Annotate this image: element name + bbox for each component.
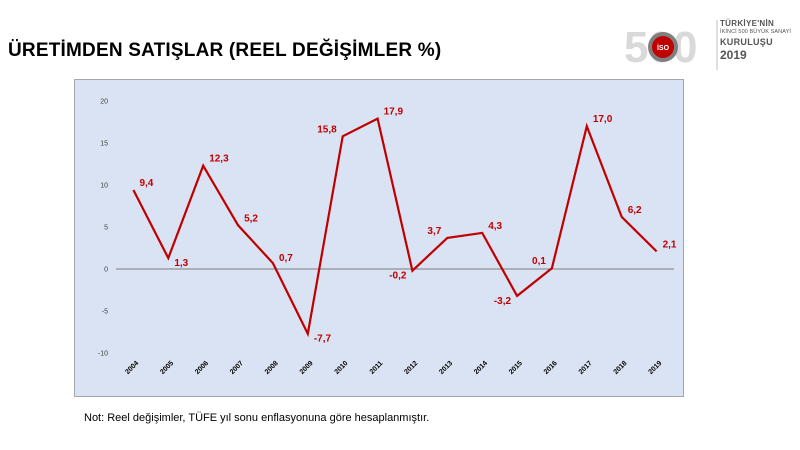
- data-label: 0,7: [279, 253, 293, 264]
- logo-badge: İSO: [657, 44, 670, 52]
- iso-500-logo: 500 İSO: [622, 14, 794, 74]
- data-label: 15,8: [317, 124, 337, 135]
- data-label: 12,3: [209, 154, 229, 165]
- y-tick-label: 20: [100, 99, 108, 106]
- data-label: 9,4: [139, 178, 153, 189]
- data-label: 3,7: [427, 226, 441, 237]
- series-line: [132, 116, 658, 338]
- gear-icon: [648, 32, 678, 62]
- logo-line-3: KURULUŞU: [720, 36, 773, 47]
- data-label: -7,7: [314, 334, 332, 345]
- logo-mark: 500 İSO: [624, 20, 718, 72]
- logo-text: TÜRKİYE'NİN İKİNCİ 500 BÜYÜK SANAYİ KURU…: [720, 20, 791, 61]
- y-tick-label: 0: [104, 267, 108, 274]
- y-tick-label: -10: [98, 351, 108, 358]
- y-tick-label: 5: [104, 225, 108, 232]
- logo-line-2: İKİNCİ 500 BÜYÜK SANAYİ: [720, 29, 791, 35]
- data-label: 2,1: [663, 239, 677, 250]
- logo-line-1: TÜRKİYE'NİN: [720, 19, 775, 28]
- y-tick-label: -5: [102, 309, 108, 316]
- data-label: 4,3: [488, 221, 502, 232]
- data-label: 1,3: [174, 258, 188, 269]
- data-label: 6,2: [628, 205, 642, 216]
- data-label: 17,9: [384, 107, 404, 118]
- y-tick-label: 10: [100, 183, 108, 190]
- data-label: 17,0: [593, 114, 613, 125]
- data-label: 5,2: [244, 213, 258, 224]
- data-label: 0,1: [532, 256, 546, 267]
- logo-line-4: 2019: [720, 47, 747, 62]
- footnote: Not: Reel değişimler, TÜFE yıl sonu enfl…: [84, 412, 430, 424]
- data-label: -0,2: [389, 271, 407, 282]
- data-label: -3,2: [494, 296, 512, 307]
- page-title: ÜRETİMDEN SATIŞLAR (REEL DEĞİŞİMLER %): [8, 40, 442, 61]
- y-tick-label: 15: [100, 141, 108, 148]
- chart-frame: [74, 79, 684, 397]
- line-chart: 20 15 10 5 0 -5 -10 2004 2005 2006 2007 2008 2009 20…: [74, 79, 684, 397]
